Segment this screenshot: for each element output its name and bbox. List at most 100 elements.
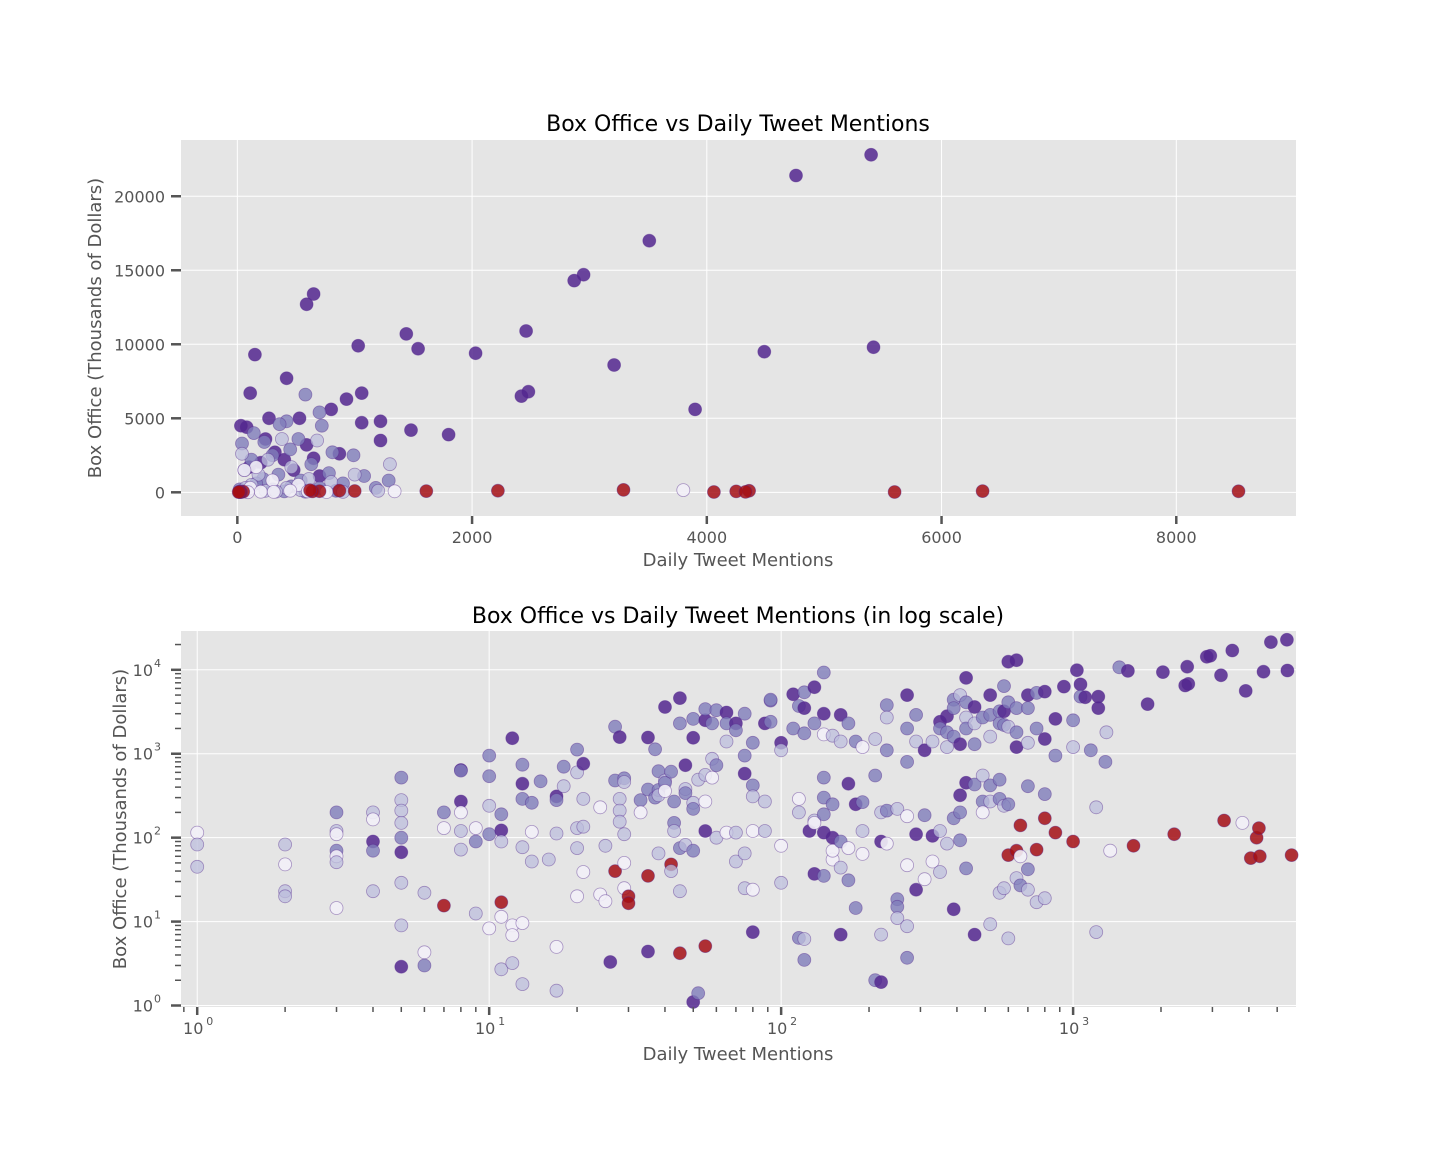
data-point	[686, 730, 701, 745]
x-tick-exponent: 1	[498, 1015, 505, 1028]
data-point	[807, 680, 822, 695]
data-point	[549, 983, 564, 998]
data-point	[841, 841, 856, 855]
data-point	[641, 730, 655, 745]
data-point	[617, 856, 632, 870]
x-tick-label: 6000	[921, 528, 962, 547]
data-point	[598, 838, 613, 853]
data-point	[1238, 684, 1253, 698]
data-point	[745, 735, 760, 750]
data-point	[900, 688, 914, 702]
data-point	[797, 932, 812, 946]
data-point	[833, 860, 848, 875]
data-point	[347, 484, 362, 498]
data-point	[417, 885, 432, 900]
data-point	[940, 836, 954, 851]
data-point	[1013, 818, 1028, 833]
data-point	[925, 854, 940, 869]
data-point	[482, 921, 497, 936]
data-point	[975, 484, 990, 499]
data-point	[868, 768, 883, 783]
data-point	[688, 402, 702, 417]
data-point	[953, 833, 967, 848]
data-point	[1057, 679, 1071, 694]
data-point	[1048, 825, 1063, 840]
data-point	[774, 875, 788, 890]
data-point	[946, 701, 961, 715]
data-point	[1180, 659, 1195, 674]
data-point	[603, 955, 618, 969]
data-point	[394, 816, 409, 830]
data-point	[763, 714, 778, 729]
data-point	[291, 432, 306, 446]
data-point	[190, 825, 205, 840]
data-point	[648, 742, 662, 757]
data-point	[233, 418, 248, 433]
data-point	[304, 457, 319, 472]
data-point	[570, 889, 584, 904]
data-point	[436, 821, 451, 835]
data-point	[329, 827, 344, 842]
data-point	[745, 789, 760, 804]
data-point	[1280, 663, 1295, 678]
data-point	[576, 865, 591, 879]
data-point	[909, 734, 923, 749]
data-point	[673, 716, 687, 731]
data-point	[1021, 735, 1035, 750]
data-point	[833, 708, 848, 722]
data-point	[641, 869, 655, 883]
data-point	[533, 774, 548, 789]
data-point	[967, 700, 982, 714]
data-point	[351, 338, 366, 353]
data-point	[436, 898, 451, 913]
y-tick-label: 20000	[114, 187, 165, 206]
data-point	[686, 712, 701, 726]
data-point	[576, 756, 591, 771]
data-point	[797, 701, 812, 715]
data-point	[890, 911, 905, 925]
data-point	[607, 358, 621, 372]
data-point	[612, 730, 627, 744]
data-point	[1001, 797, 1016, 812]
data-point	[833, 927, 848, 942]
data-point	[917, 808, 932, 823]
points-log	[190, 632, 1299, 1009]
data-point	[841, 716, 856, 731]
data-point	[651, 846, 666, 861]
data-point	[394, 918, 409, 933]
data-point	[299, 297, 314, 312]
data-point	[1009, 725, 1024, 740]
linear-scatter-chart: 0 2000 4000 6000 8000 0 5000 10000 15000 20000 Bo…	[85, 112, 1296, 571]
data-point	[874, 975, 888, 989]
x-tick-exponent: 2	[790, 1015, 797, 1028]
data-point	[917, 743, 932, 758]
data-point	[1066, 713, 1080, 728]
data-point	[825, 797, 840, 812]
data-point	[329, 855, 344, 870]
data-point	[292, 411, 307, 426]
data-point	[505, 956, 520, 970]
data-point	[1098, 755, 1113, 769]
data-point	[549, 793, 564, 807]
data-point	[505, 731, 520, 746]
x-tick-label: 4000	[686, 528, 727, 547]
data-point	[312, 405, 327, 420]
data-point	[1103, 843, 1118, 858]
data-point	[1214, 668, 1228, 683]
data-point	[272, 417, 287, 432]
data-point	[1009, 740, 1024, 754]
x-tick-label: 10	[1059, 1019, 1079, 1038]
data-point	[249, 460, 264, 475]
data-point	[967, 777, 982, 792]
data-point	[946, 902, 961, 917]
data-point	[719, 734, 734, 749]
data-point	[1235, 816, 1250, 830]
data-point	[917, 872, 932, 887]
data-point	[816, 706, 831, 721]
data-point	[468, 821, 483, 835]
data-point	[967, 927, 982, 942]
data-point	[833, 734, 848, 749]
y-axis-label-log: Box Office (Thousands of Dollars)	[110, 669, 131, 969]
y-tick-exponent: 1	[154, 909, 161, 922]
data-point	[737, 748, 752, 763]
